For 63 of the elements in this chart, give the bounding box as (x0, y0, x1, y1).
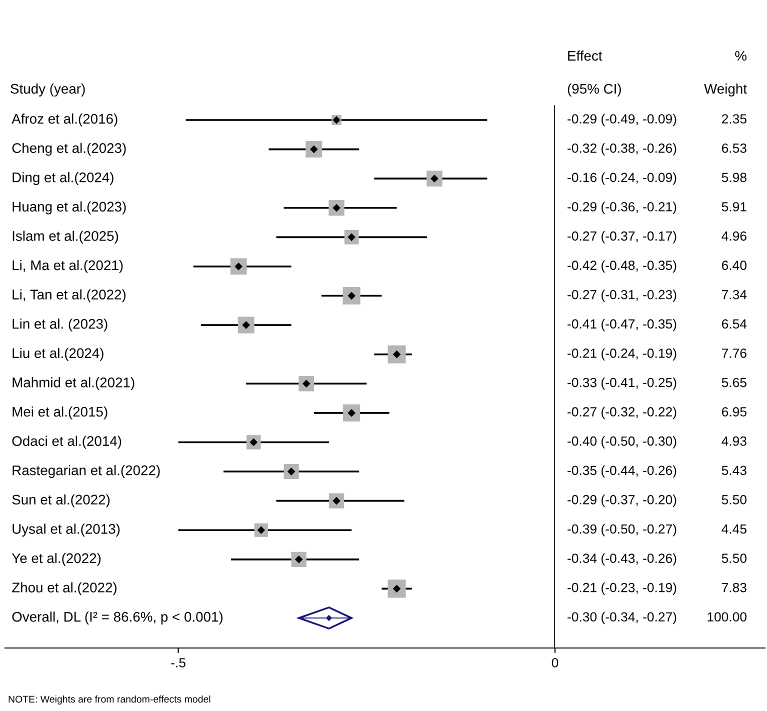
data-label: -0.27 (-0.31, -0.23) (568, 290, 676, 302)
data-label: 5.91 (722, 202, 746, 212)
data-label: -0.41 (-0.47, -0.35) (568, 318, 676, 332)
data-label: -0.34 (-0.43, -0.26) (568, 553, 676, 566)
y-tick-label: Mei et al.(2015) (12, 406, 108, 420)
data-label: 4.96 (722, 231, 746, 241)
text: % (735, 50, 747, 61)
y-tick-label: Islam et al.(2025) (12, 230, 118, 244)
data-label: 7.83 (722, 582, 746, 592)
data-label: 6.53 (722, 143, 746, 153)
y-tick-label: Lin et al. (2023) (12, 318, 108, 332)
text: (95% CI) (568, 84, 621, 96)
data-label: 5.98 (722, 172, 746, 182)
y-tick-label: Ye et al.(2022) (12, 552, 101, 566)
data-label: 5.50 (722, 554, 746, 563)
data-label: 7.34 (722, 290, 747, 300)
y-tick-label: Li, Ma et al.(2021) (12, 260, 123, 273)
y-tick-label: Rastegarian et al.(2022) (12, 465, 160, 478)
data-label: -0.29 (-0.37, -0.20) (568, 494, 676, 507)
text: NOTE: Weights are from random-effects model (8, 695, 210, 705)
y-tick-label: Huang et al.(2023) (12, 201, 126, 214)
y-tick-label: Cheng et al.(2023) (12, 142, 126, 156)
data-label: 5.43 (722, 466, 746, 476)
y-tick-label: Ding et al.(2024) (12, 172, 114, 186)
data-label: 7.76 (722, 348, 746, 358)
data-label: -0.21 (-0.24, -0.19) (568, 348, 676, 360)
y-tick-label: Afroz et al.(2016) (12, 114, 118, 126)
x-tick-label: -.5 (171, 658, 186, 668)
y-tick-label: Sun et al.(2022) (12, 494, 110, 508)
y-tick-label: Overall, DL (I² = 86.6%, p < 0.001) (12, 612, 223, 624)
data-label: 2.35 (722, 114, 746, 124)
data-label: -0.29 (-0.49, -0.09) (568, 114, 676, 126)
y-tick-label: Uysal et al.(2013) (12, 524, 120, 537)
data-label: 4.93 (722, 436, 746, 446)
data-label: -0.16 (-0.24, -0.09) (568, 172, 676, 185)
text: Effect (568, 50, 602, 61)
point (326, 614, 332, 622)
x-tick-label: 0 (552, 658, 558, 668)
y-tick-label: Zhou et al.(2022) (12, 582, 117, 596)
data-label: -0.27 (-0.37, -0.17) (568, 231, 676, 244)
data-label: -0.39 (-0.50, -0.27) (568, 524, 676, 536)
data-label: -0.21 (-0.23, -0.19) (568, 582, 676, 595)
text: Weight (704, 84, 747, 96)
text: 100.00 (708, 612, 746, 622)
data-label: -0.32 (-0.38, -0.26) (568, 143, 676, 156)
data-label: -0.29 (-0.36, -0.21) (568, 202, 676, 214)
data-label: -0.42 (-0.48, -0.35) (568, 260, 676, 273)
data-label: 5.50 (722, 495, 746, 504)
y-tick-label: Mahmid et al.(2021) (12, 377, 134, 390)
data-label: 6.54 (722, 319, 747, 329)
text: Study (year) (10, 84, 85, 96)
y-tick-label: Liu et al.(2024) (12, 348, 104, 361)
text: -0.30 (-0.34, -0.27) (568, 612, 676, 624)
data-label: 6.40 (722, 260, 746, 270)
data-label: 6.95 (722, 407, 746, 416)
data-label: -0.35 (-0.44, -0.26) (568, 465, 676, 478)
data-label: 5.65 (722, 378, 746, 388)
y-tick-label: Li, Tan et al.(2022) (12, 289, 126, 302)
data-label: -0.33 (-0.41, -0.25) (568, 378, 676, 390)
data-label: -0.27 (-0.32, -0.22) (568, 406, 676, 420)
y-tick-label: Odaci et al.(2014) (12, 436, 122, 449)
data-label: -0.40 (-0.50, -0.30) (568, 436, 676, 448)
data-label: 4.45 (722, 524, 746, 534)
